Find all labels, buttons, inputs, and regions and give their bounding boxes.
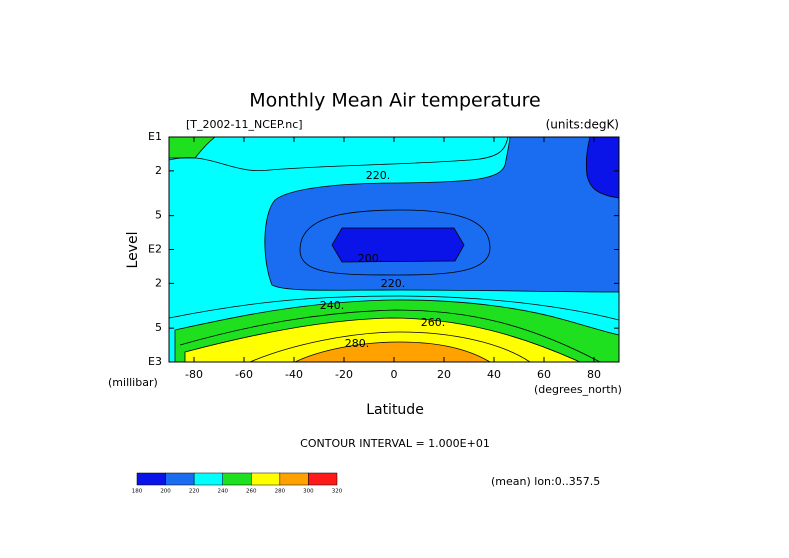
y-tick-label: E2: [148, 243, 162, 256]
x-unit-label: (degrees_north): [534, 383, 622, 396]
contour-note: CONTOUR INTERVAL = 1.000E+01: [300, 437, 490, 450]
colorbar-swatch: [308, 472, 338, 486]
x-tick-label: -20: [335, 368, 353, 381]
contour-label: 200.: [358, 252, 383, 265]
contour-label: 280.: [345, 337, 370, 350]
chart-title: Monthly Mean Air temperature: [249, 90, 540, 112]
contour-region: [184, 317, 581, 362]
colorbar-label: 320: [332, 489, 343, 495]
colorbar-label: 220: [189, 489, 200, 495]
contour-line: [249, 331, 531, 362]
x-tick-label: 80: [587, 368, 601, 381]
contour-line: [169, 137, 509, 172]
y-tick-label: E3: [148, 355, 162, 368]
colorbar-swatch: [222, 472, 252, 486]
y-tick-label: 2: [155, 276, 162, 289]
colorbar-label: 180: [132, 489, 143, 495]
footer-note: (mean) lon:0..357.5: [491, 475, 600, 488]
contour-label: 240.: [320, 299, 345, 312]
colorbar-swatch: [165, 472, 195, 486]
x-tick-label: -40: [285, 368, 303, 381]
contour-label: 220.: [381, 277, 406, 290]
y-unit-label: (millibar): [108, 376, 158, 389]
y-tick-label: E1: [148, 130, 162, 143]
colorbar-swatch: [193, 472, 223, 486]
contour-line: [299, 209, 491, 276]
contour-label: 220.: [366, 169, 391, 182]
x-tick-label: 20: [437, 368, 451, 381]
contour-fill: [169, 137, 619, 362]
y-tick-label: 5: [155, 209, 162, 222]
colorbar-label: 280: [275, 489, 286, 495]
contour-line: [179, 309, 601, 362]
contour-line: [169, 295, 619, 321]
units-label: (units:degK): [546, 118, 619, 132]
contour-region: [585, 137, 619, 199]
x-tick-label: 40: [487, 368, 501, 381]
y-tick-label: 2: [155, 164, 162, 177]
colorbar-swatch: [279, 472, 309, 486]
x-tick-label: 60: [537, 368, 551, 381]
contour-region: [331, 227, 465, 263]
x-tick-label: 0: [391, 368, 398, 381]
colorbar-label: 300: [303, 489, 314, 495]
y-axis-label: Level: [125, 232, 141, 269]
x-tick-label: -80: [185, 368, 203, 381]
y-tick-label: 5: [155, 321, 162, 334]
x-axis-label: Latitude: [366, 402, 424, 418]
colorbar-label: 260: [246, 489, 257, 495]
x-tick-label: -60: [235, 368, 253, 381]
colorbar-label: 200: [160, 489, 171, 495]
contour-label: 260.: [421, 316, 446, 329]
colorbar-swatch: [251, 472, 281, 486]
source-label: [T_2002-11_NCEP.nc]: [186, 118, 303, 131]
colorbar-swatch: [136, 472, 166, 486]
colorbar-label: 240: [217, 489, 228, 495]
